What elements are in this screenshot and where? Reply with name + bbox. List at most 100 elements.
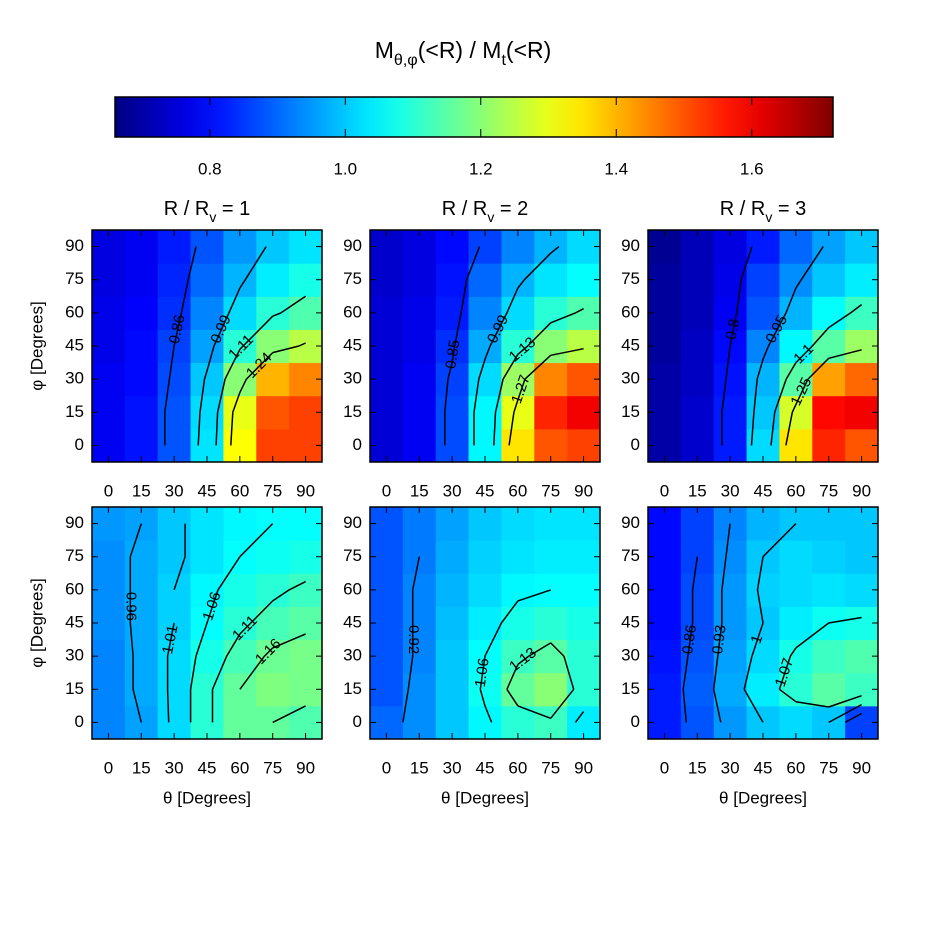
y-tick-label: 0: [353, 435, 362, 454]
y-tick-label: 90: [343, 236, 362, 255]
y-tick-label: 0: [631, 712, 640, 731]
y-tick-label: 30: [65, 369, 84, 388]
x-tick-label: 0: [104, 481, 113, 500]
heat-cell: [402, 263, 437, 297]
heat-cell: [779, 263, 813, 297]
heat-cell: [746, 263, 780, 297]
panel-title: R / Rv = 1: [164, 198, 250, 224]
heat-cell: [402, 395, 437, 430]
heat-cell: [157, 672, 192, 707]
y-tick-label: 30: [343, 369, 362, 388]
y-tick-label: 15: [65, 402, 84, 421]
panel: 0.961.011.061.111.160 15 30 45 60 75 900153045…: [27, 506, 323, 807]
x-tick-label: 30: [721, 758, 740, 777]
contour-label: 0.92: [405, 625, 422, 654]
heat-cell: [501, 540, 535, 574]
contour-line: [164, 246, 197, 446]
heat-cell: [534, 263, 568, 297]
x-tick-label: 45: [198, 481, 217, 500]
heat-cell: [713, 296, 748, 330]
x-tick-label: 0: [382, 481, 391, 500]
contour-line: [166, 523, 186, 723]
contour-line: [479, 589, 585, 723]
y-tick-label: 75: [343, 269, 362, 288]
x-tick-label: 75: [541, 758, 560, 777]
y-tick-label: 75: [65, 269, 84, 288]
contour-label: 0.96: [122, 592, 139, 621]
y-tick-label: 30: [343, 646, 362, 665]
heat-cell: [534, 362, 568, 397]
y-tick-label: 90: [621, 236, 640, 255]
heat-cell: [435, 296, 470, 330]
heat-cell: [534, 672, 568, 707]
heat-cell: [812, 395, 846, 430]
y-tick-label: 0: [353, 712, 362, 731]
contour-line: [197, 246, 267, 446]
y-tick-label: 45: [65, 612, 84, 631]
heat-cell: [680, 329, 715, 364]
x-tick-label: 60: [230, 481, 249, 500]
panel-title: R / Rv = 2: [442, 198, 528, 224]
y-tick-label: 0: [75, 712, 84, 731]
contour-line: [493, 308, 584, 446]
heat-cell: [779, 639, 813, 674]
x-tick-label: 15: [688, 758, 707, 777]
x-tick-label: 75: [819, 481, 838, 500]
colorbar-title-part: θ,φ: [394, 51, 418, 69]
heat-cell: [812, 296, 846, 330]
panel-title-part: v: [487, 209, 494, 225]
y-tick-label: 60: [621, 579, 640, 598]
x-tick-label: 45: [476, 758, 495, 777]
heat-cell: [812, 573, 846, 607]
heat-cell: [223, 329, 257, 364]
heat-cell: [256, 263, 290, 297]
y-axis-label: φ [Degrees]: [27, 301, 46, 390]
colorbar-title-part: (<R): [506, 37, 551, 63]
colorbar-title-part: t: [501, 51, 506, 69]
heat-cell: [190, 395, 224, 430]
heat-cell: [124, 639, 159, 674]
y-tick-label: 30: [65, 646, 84, 665]
colorbar-tick-label: 1.2: [469, 159, 493, 178]
x-tick-label: 75: [541, 481, 560, 500]
x-tick-label: 60: [508, 481, 527, 500]
heat-cell: [779, 540, 813, 574]
heat-cell: [468, 362, 502, 397]
heat-cell: [534, 573, 568, 607]
heat-cell: [402, 639, 437, 674]
x-tick-label: 90: [574, 758, 593, 777]
heat-cell: [190, 540, 224, 574]
heat-cell: [157, 639, 192, 674]
heat-cell: [680, 672, 715, 707]
x-tick-label: 90: [852, 481, 871, 500]
heat-cell: [157, 573, 192, 607]
y-tick-label: 60: [65, 579, 84, 598]
heat-cell: [680, 362, 715, 397]
heat-cell: [468, 296, 502, 330]
contour-line: [750, 246, 824, 446]
heat-cell: [468, 606, 502, 641]
contour-line: [239, 633, 306, 724]
heat-cell: [435, 639, 470, 674]
heat-cell: [435, 573, 470, 607]
y-tick-label: 45: [343, 612, 362, 631]
heat-cell: [713, 263, 748, 297]
heat-cell: [713, 573, 748, 607]
y-tick-label: 45: [621, 335, 640, 354]
heat-cell: [680, 296, 715, 330]
contour-line: [129, 523, 143, 723]
contour-line: [770, 304, 863, 446]
heat-cell: [534, 540, 568, 574]
x-axis-label: θ [Degrees]: [163, 788, 251, 807]
x-tick-label: 45: [754, 481, 773, 500]
y-axis-label: φ [Degrees]: [27, 578, 46, 667]
x-tick-label: 60: [230, 758, 249, 777]
heat-cell: [402, 329, 437, 364]
colorbar-title-part: (<R) / M: [418, 37, 502, 63]
y-tick-label: 75: [343, 546, 362, 565]
heat-cell: [157, 362, 192, 397]
y-tick-label: 90: [343, 513, 362, 532]
heat-cell: [779, 606, 813, 641]
y-tick-label: 60: [65, 302, 84, 321]
heat-cell: [124, 672, 159, 707]
